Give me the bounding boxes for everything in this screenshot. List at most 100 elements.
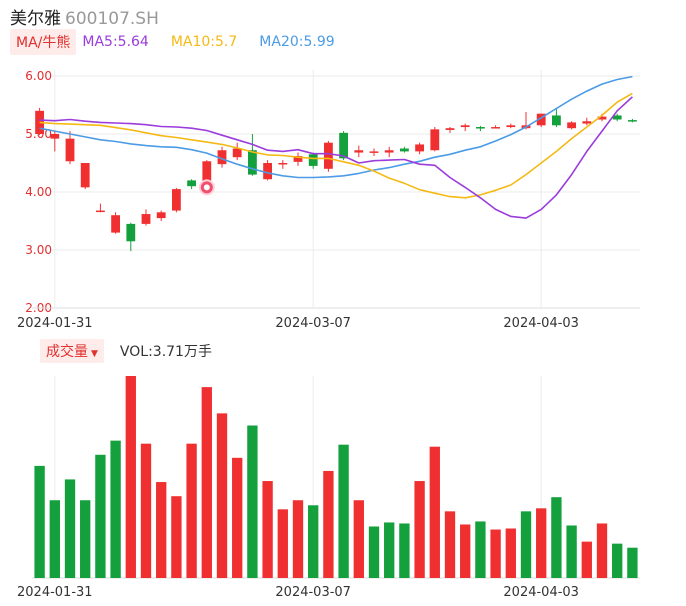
volume-bar xyxy=(399,523,410,578)
volume-bar xyxy=(338,444,349,578)
candle-body xyxy=(460,125,470,128)
candle-body xyxy=(111,215,121,233)
candle-body xyxy=(95,210,105,213)
candle-body xyxy=(308,154,318,166)
candle-body xyxy=(506,125,516,128)
volume-bar xyxy=(125,376,136,578)
price-tick-label: 6.00 xyxy=(25,69,52,83)
candle-body xyxy=(582,121,592,124)
volume-bar xyxy=(64,479,76,578)
stock-header: 美尔雅 600107.SH xyxy=(10,4,159,29)
candle-body xyxy=(263,163,273,180)
volume-bar xyxy=(277,509,288,578)
date-tick-label: 2024-03-07 xyxy=(275,585,351,600)
candle-body xyxy=(627,120,637,122)
date-tick-label: 2024-01-31 xyxy=(17,316,93,331)
volume-bar xyxy=(80,500,91,578)
ma5-line xyxy=(39,96,633,219)
candle-body xyxy=(323,142,333,169)
candle-body xyxy=(232,148,242,158)
volume-bar xyxy=(201,387,212,578)
ma-indicator-selector[interactable]: MA/牛熊 xyxy=(10,29,77,55)
volume-bar xyxy=(490,529,501,578)
date-tick-label: 2024-04-03 xyxy=(503,585,579,600)
candle-body xyxy=(399,148,409,152)
volume-bar xyxy=(566,525,577,578)
ma20-line xyxy=(39,75,633,179)
candle-body xyxy=(156,212,166,219)
volume-bar xyxy=(581,541,592,578)
volume-bar xyxy=(247,425,258,578)
volume-bar xyxy=(262,481,273,578)
price-tick-label: 3.00 xyxy=(25,243,52,257)
volume-bar xyxy=(368,526,380,578)
ma10-value: MA10:5.7 xyxy=(170,34,238,50)
volume-bar xyxy=(612,543,623,578)
candle-body xyxy=(536,113,546,126)
candle-body xyxy=(293,156,303,162)
candle-body xyxy=(551,115,561,126)
candle-body xyxy=(278,163,288,165)
candle-body xyxy=(475,127,485,129)
volume-bar xyxy=(171,496,182,578)
date-tick-label: 2024-03-07 xyxy=(275,316,351,331)
candle-body xyxy=(50,134,60,139)
candle-body xyxy=(369,151,379,153)
volume-bar xyxy=(308,505,319,578)
volume-bar xyxy=(414,481,425,578)
candle-body xyxy=(65,138,75,162)
candle-body xyxy=(187,180,197,187)
candle-body xyxy=(415,144,425,152)
volume-bar xyxy=(429,446,440,578)
candle-body xyxy=(141,214,151,224)
volume-bar xyxy=(596,523,608,578)
volume-bar xyxy=(186,443,197,578)
volume-bar xyxy=(520,511,532,578)
candle-body xyxy=(126,223,136,242)
candle-body xyxy=(384,150,394,153)
volume-indicator-selector[interactable]: 成交量 ▼ xyxy=(40,339,104,363)
stock-name: 美尔雅 xyxy=(10,9,61,29)
candle-body xyxy=(247,150,257,175)
candle-body xyxy=(339,132,349,159)
volume-bar xyxy=(475,521,486,578)
candle-body xyxy=(612,115,622,120)
ma-legend: MA/牛熊 MA5:5.64 MA10:5.7 MA20:5.99 xyxy=(10,29,335,55)
volume-bar xyxy=(444,511,456,578)
candle-body xyxy=(354,150,364,153)
date-tick-label: 2024-04-03 xyxy=(503,316,579,331)
volume-bar xyxy=(95,454,106,578)
candle-body xyxy=(445,128,455,130)
bull-bear-marker-icon[interactable] xyxy=(198,179,215,196)
candle-body xyxy=(202,161,212,187)
dropdown-caret-icon: ▼ xyxy=(91,349,98,359)
volume-bar xyxy=(216,413,228,578)
candle-body xyxy=(171,189,181,211)
volume-tag-label: 成交量 xyxy=(46,344,88,360)
candle-body xyxy=(430,129,440,151)
candle-body xyxy=(567,122,577,129)
volume-bar xyxy=(140,443,152,578)
volume-bar xyxy=(34,465,45,578)
volume-legend: 成交量 ▼ VOL:3.71万手 xyxy=(40,339,212,363)
volume-bar xyxy=(384,522,395,578)
volume-bar xyxy=(156,482,167,578)
date-tick-label: 2024-01-31 xyxy=(17,585,93,600)
volume-bar xyxy=(551,497,562,578)
volume-bar xyxy=(627,547,638,578)
stock-code: 600107.SH xyxy=(65,9,159,29)
volume-bar xyxy=(460,524,471,578)
price-tick-label: 4.00 xyxy=(25,185,52,199)
ma10-line xyxy=(39,92,633,199)
volume-bar xyxy=(505,528,516,578)
volume-bar xyxy=(110,440,121,578)
volume-bar xyxy=(353,500,364,578)
volume-bar xyxy=(292,500,304,578)
volume-bar xyxy=(49,500,60,578)
volume-bar xyxy=(232,457,243,578)
ma5-value: MA5:5.64 xyxy=(82,34,149,50)
candle-body xyxy=(491,127,501,129)
candle-body xyxy=(80,163,90,188)
candle-body xyxy=(217,150,227,165)
